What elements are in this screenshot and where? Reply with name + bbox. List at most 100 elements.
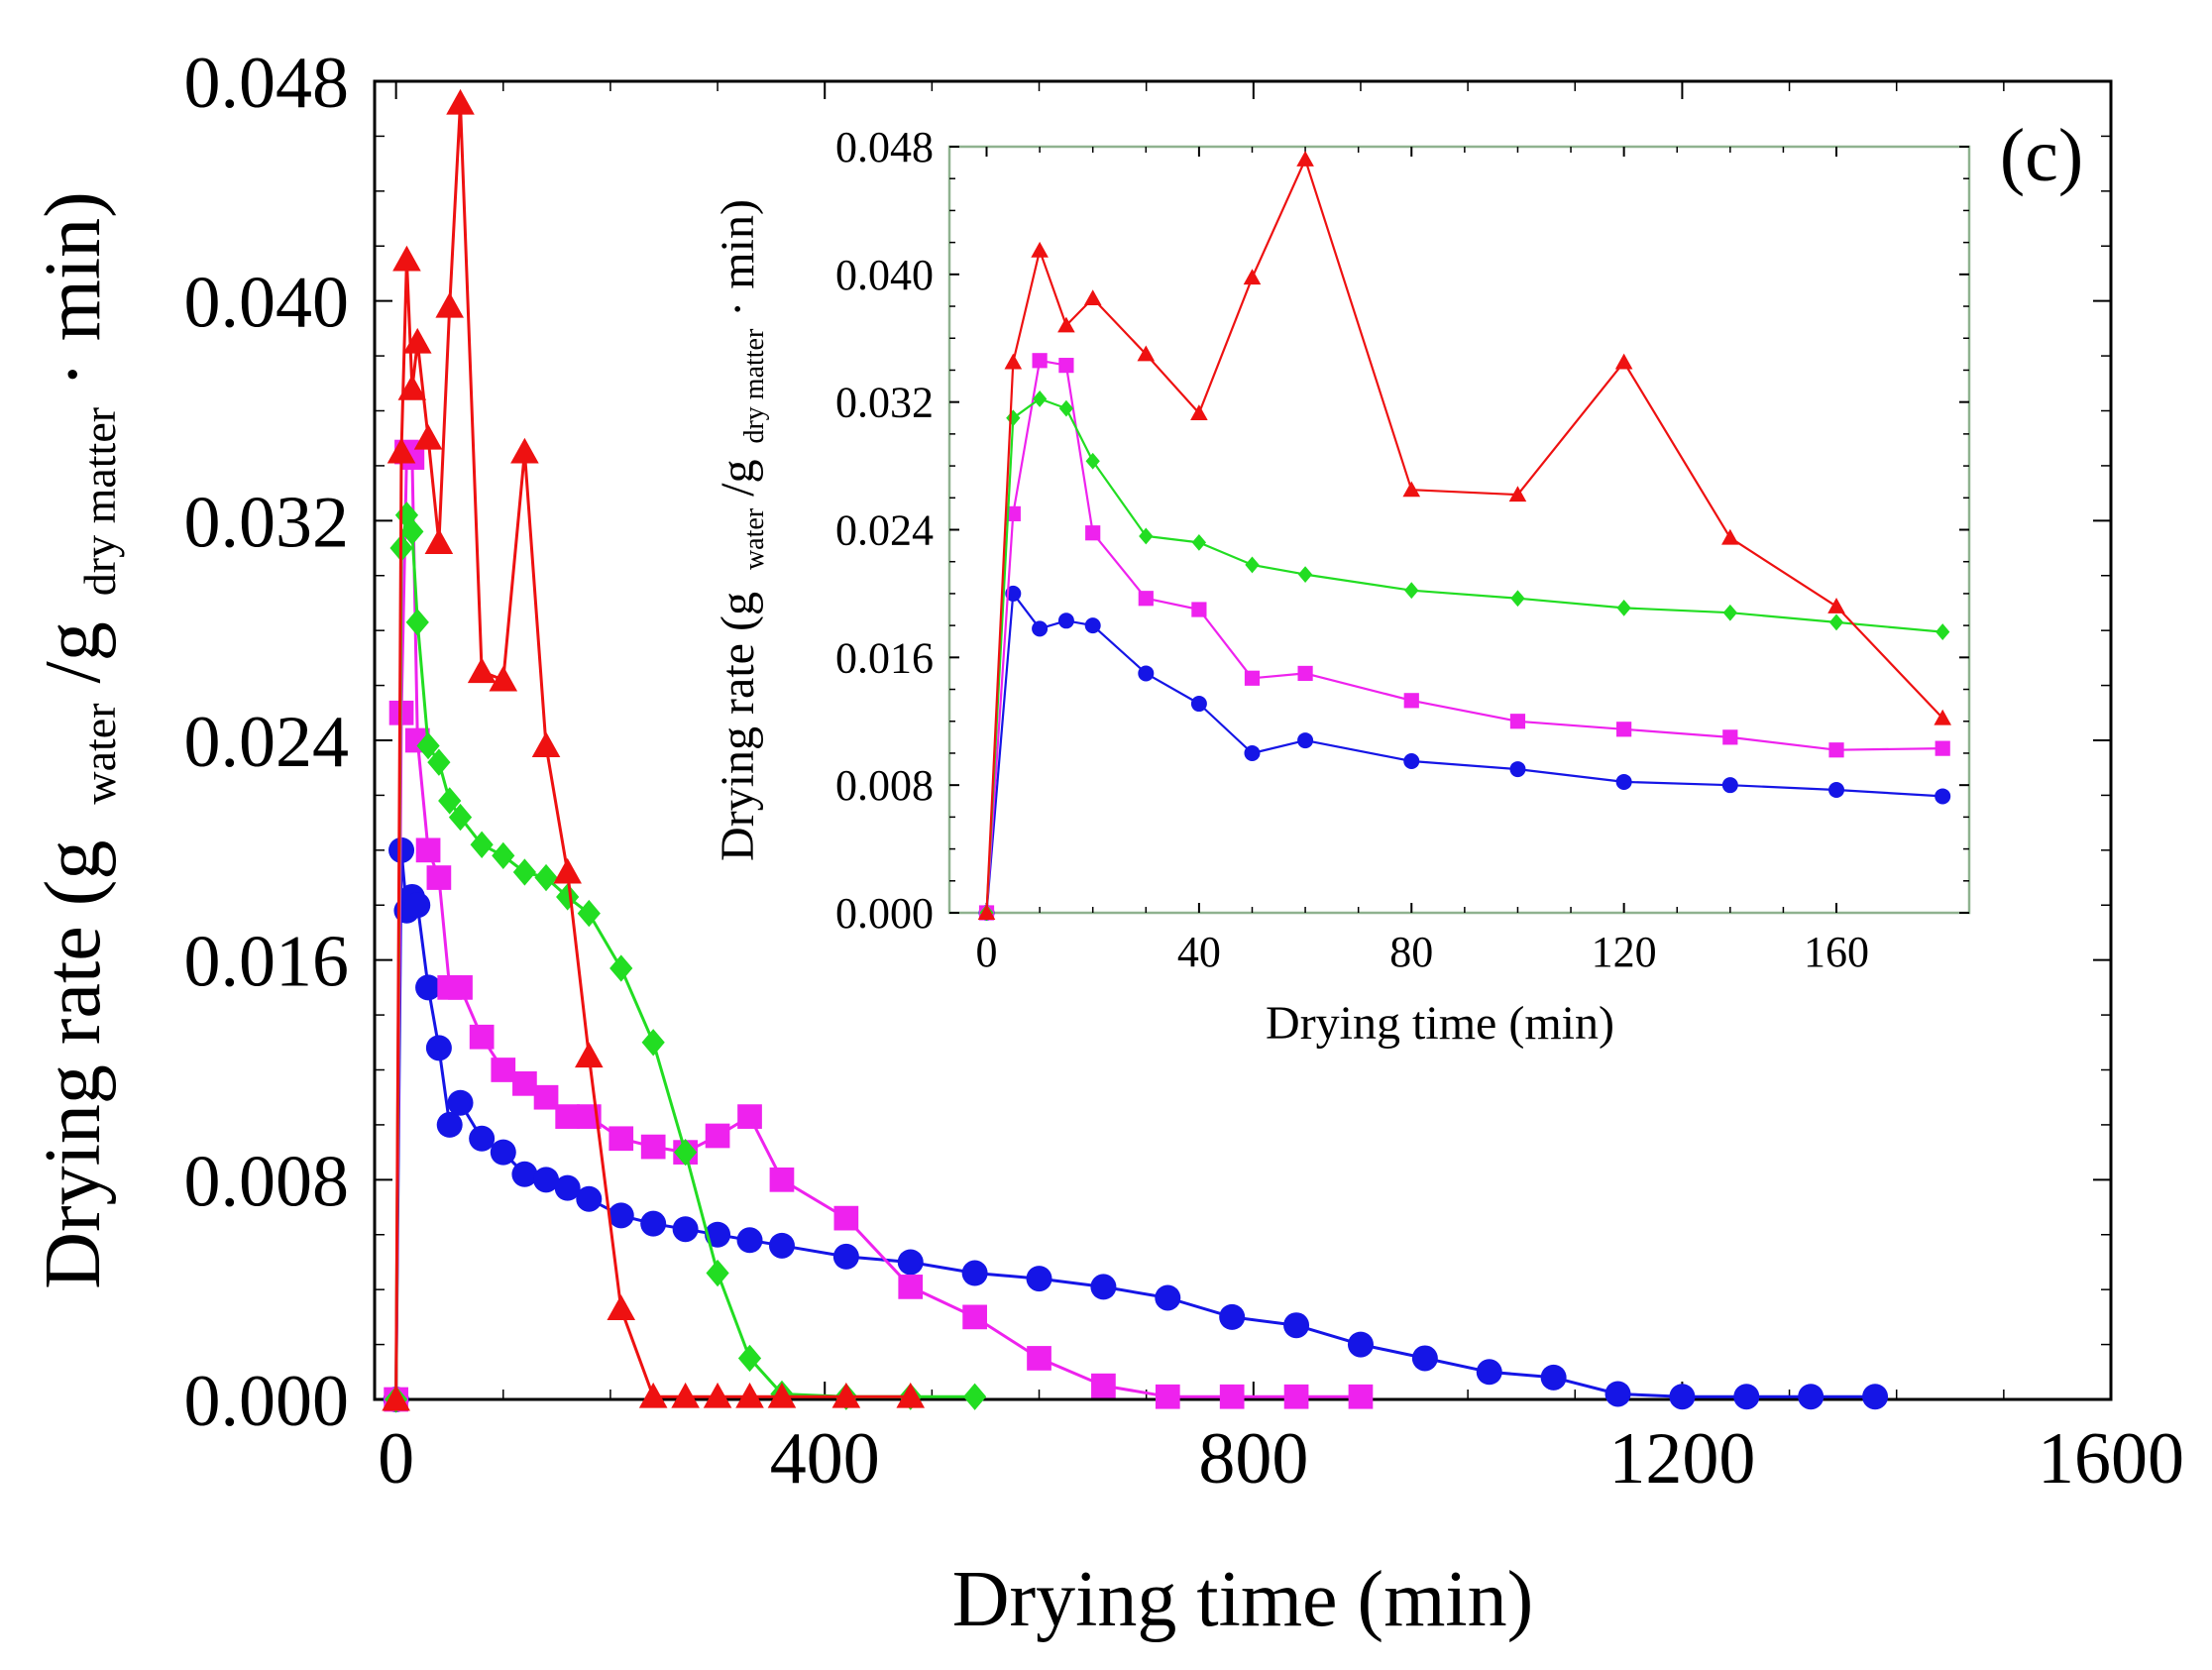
main-blue-series-point — [533, 1167, 560, 1193]
inset-green-series-point — [1722, 604, 1737, 621]
main-green-series-point — [674, 1138, 698, 1167]
inset-magenta-series-point — [1058, 358, 1074, 374]
inset-y-tick-label: 0.032 — [835, 379, 934, 427]
inset-red-series-point — [977, 904, 996, 921]
main-blue-series-point — [961, 1260, 988, 1286]
inset-magenta-series-point — [1403, 693, 1419, 709]
main-magenta-series-point — [426, 865, 452, 890]
main-blue-series-point — [447, 1089, 474, 1116]
main-magenta-series-point — [705, 1123, 730, 1149]
main-blue-series-point — [1733, 1384, 1760, 1410]
inset-blue-series-point — [1005, 585, 1022, 602]
inset-magenta-series-point — [1244, 670, 1261, 686]
main-green-series-point — [470, 831, 494, 858]
main-y-label-slash: /g — [30, 621, 117, 683]
main-magenta-series-point — [769, 1167, 795, 1192]
inset-green-series-point — [1936, 623, 1950, 640]
main-red-series-point — [831, 1382, 861, 1408]
inset-blue-series-point — [1615, 773, 1632, 790]
inset-magenta-series-point — [1509, 714, 1526, 729]
main-magenta-series-point — [833, 1205, 859, 1231]
inset-magenta-series-point — [1935, 740, 1950, 756]
inset-red-series-point — [1057, 316, 1075, 333]
inset-y-tick-labels: 0.000 0.008 0.016 0.024 0.032 0.040 0.048 — [835, 123, 934, 938]
main-blue-series-point — [608, 1202, 634, 1229]
main-red-series-point — [413, 423, 443, 450]
inset-ticks — [949, 146, 1969, 914]
main-red-series-point — [671, 1382, 700, 1408]
inset-x-tick-label: 80 — [1389, 928, 1433, 976]
inset-y-tick-label: 0.000 — [835, 889, 934, 938]
inset-y-label-main: Drying rate (g — [712, 592, 764, 861]
inset-green-series-point — [1616, 600, 1631, 616]
inset-red-series-point — [1243, 269, 1262, 285]
inset-blue-series-point — [1190, 696, 1207, 713]
main-red-series-point — [767, 1382, 797, 1408]
inset-background — [949, 147, 1969, 913]
main-blue-series-point — [1862, 1384, 1889, 1410]
main-green-series-point — [706, 1259, 729, 1287]
main-x-tick-label: 0 — [378, 1418, 414, 1500]
main-blue-series-point — [1219, 1303, 1246, 1330]
inset-y-axis-label: Drying rate (g water /g dry matter · min… — [712, 199, 774, 861]
inset-y-label-sub1: water — [739, 507, 770, 570]
inset-red-series — [977, 151, 1952, 921]
inset-green-series-point — [1404, 582, 1419, 600]
main-magenta-series-point — [491, 1058, 516, 1082]
main-series-group — [382, 88, 1889, 1413]
main-blue-series-point — [640, 1210, 667, 1237]
main-blue-series-point — [436, 1111, 463, 1138]
main-magenta-series-point — [1219, 1384, 1245, 1409]
main-red-series-point — [531, 731, 561, 757]
main-red-series-point — [489, 665, 518, 692]
main-magenta-series-point — [555, 1104, 581, 1129]
inset-magenta-series-point — [1085, 525, 1101, 541]
inset-y-tick-label: 0.016 — [835, 633, 934, 682]
main-red-series-point — [735, 1382, 764, 1408]
inset-blue-series-point — [1721, 777, 1738, 794]
inset-x-axis-label: Drying time (min) — [1266, 997, 1614, 1050]
inset-magenta-series-point — [1616, 722, 1632, 737]
main-y-tick-label: 0.000 — [184, 1361, 350, 1442]
inset-x-tick-label: 120 — [1592, 928, 1657, 976]
main-magenta-series-point — [1155, 1384, 1180, 1409]
main-magenta-series-point — [512, 1071, 537, 1096]
inset-y-tick-label: 0.048 — [835, 123, 934, 171]
inset-y-tick-label: 0.040 — [835, 251, 934, 299]
inset-green-series-point — [1085, 452, 1100, 470]
main-x-tick-label: 1200 — [1608, 1418, 1755, 1500]
inset-red-series-point — [1721, 528, 1739, 545]
main-green-series-point — [400, 517, 424, 546]
main-green-series-point — [556, 883, 580, 911]
inset-green-series-point — [1510, 590, 1525, 608]
main-red-series-point — [392, 245, 421, 272]
main-red-series-point — [553, 857, 582, 884]
main-green-series-point — [448, 803, 473, 832]
main-blue-series-point — [554, 1174, 581, 1201]
main-blue-series-point — [1347, 1331, 1374, 1358]
main-y-label-end: · min) — [30, 191, 117, 388]
main-green-series-point — [737, 1344, 762, 1373]
main-red-series-point — [397, 375, 427, 400]
main-red-series-point — [387, 437, 416, 464]
main-y-tick-label: 0.024 — [184, 702, 350, 783]
main-y-label-sub2: dry matter — [74, 407, 125, 596]
main-green-series-point — [427, 748, 451, 776]
inset-blue-series-point — [1138, 665, 1155, 682]
inset-green-series-point — [1828, 613, 1844, 631]
main-magenta-series-point — [1027, 1346, 1051, 1371]
inset-red-series-point — [1004, 353, 1023, 370]
main-red-series-point — [510, 437, 539, 464]
main-x-tick-label: 1600 — [2038, 1418, 2184, 1500]
main-y-tick-label: 0.016 — [184, 922, 350, 1003]
main-green-series-point — [609, 954, 633, 982]
inset-green-series-point — [1297, 566, 1313, 583]
main-blue-series-point — [490, 1139, 516, 1166]
inset-x-tick-labels: 0 40 80 120 160 — [976, 928, 1870, 976]
main-x-tick-label: 400 — [770, 1418, 880, 1500]
main-red-series-point — [574, 1042, 604, 1068]
inset-red-series-point — [1083, 289, 1102, 306]
inset-blue-series-point — [1244, 744, 1261, 761]
inset-blue-series-point — [1828, 781, 1845, 798]
